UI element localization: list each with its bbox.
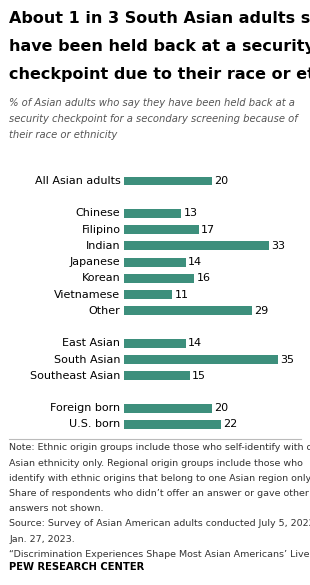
- Bar: [124, 420, 221, 429]
- Text: identify with ethnic origins that belong to one Asian region only.: identify with ethnic origins that belong…: [9, 474, 310, 483]
- Bar: [124, 274, 194, 283]
- Text: checkpoint due to their race or ethnicity: checkpoint due to their race or ethnicit…: [9, 67, 310, 82]
- Text: Chinese: Chinese: [76, 208, 121, 218]
- Text: East Asian: East Asian: [63, 338, 121, 348]
- Bar: [124, 371, 190, 380]
- Text: Other: Other: [89, 306, 121, 316]
- Text: “Discrimination Experiences Shape Most Asian Americans’ Lives”: “Discrimination Experiences Shape Most A…: [9, 550, 310, 559]
- Text: % of Asian adults who say they have been held back at a: % of Asian adults who say they have been…: [9, 98, 295, 108]
- Bar: [124, 209, 181, 218]
- Text: U.S. born: U.S. born: [69, 419, 121, 429]
- Text: 20: 20: [214, 403, 228, 413]
- Text: 11: 11: [175, 290, 189, 300]
- Text: 17: 17: [201, 225, 215, 235]
- Text: PEW RESEARCH CENTER: PEW RESEARCH CENTER: [9, 562, 144, 572]
- Text: Jan. 27, 2023.: Jan. 27, 2023.: [9, 535, 75, 543]
- Text: security checkpoint for a secondary screening because of: security checkpoint for a secondary scre…: [9, 114, 298, 124]
- Text: 33: 33: [272, 241, 286, 251]
- Bar: [124, 339, 186, 347]
- Text: Southeast Asian: Southeast Asian: [30, 371, 121, 381]
- Text: answers not shown.: answers not shown.: [9, 504, 104, 513]
- Text: 14: 14: [188, 338, 202, 348]
- Text: Foreign born: Foreign born: [50, 403, 121, 413]
- Bar: [124, 177, 212, 185]
- Text: Indian: Indian: [86, 241, 121, 251]
- Bar: [124, 307, 252, 315]
- Text: Source: Survey of Asian American adults conducted July 5, 2022-: Source: Survey of Asian American adults …: [9, 519, 310, 528]
- Text: 15: 15: [192, 371, 206, 381]
- Text: 14: 14: [188, 257, 202, 267]
- Text: 35: 35: [280, 355, 294, 364]
- Text: Korean: Korean: [82, 273, 121, 283]
- Text: 13: 13: [184, 208, 197, 218]
- Text: Filipino: Filipino: [82, 225, 121, 235]
- Text: Vietnamese: Vietnamese: [54, 290, 121, 300]
- Text: 29: 29: [254, 306, 268, 316]
- Text: Note: Ethnic origin groups include those who self-identify with one: Note: Ethnic origin groups include those…: [9, 443, 310, 452]
- Text: All Asian adults: All Asian adults: [35, 176, 121, 186]
- Bar: [124, 225, 199, 234]
- Text: 20: 20: [214, 176, 228, 186]
- Text: Asian ethnicity only. Regional origin groups include those who: Asian ethnicity only. Regional origin gr…: [9, 459, 303, 467]
- Bar: [124, 355, 278, 364]
- Bar: [124, 404, 212, 412]
- Text: About 1 in 3 South Asian adults say they: About 1 in 3 South Asian adults say they: [9, 11, 310, 26]
- Text: South Asian: South Asian: [54, 355, 121, 364]
- Text: Share of respondents who didn’t offer an answer or gave other: Share of respondents who didn’t offer an…: [9, 489, 309, 498]
- Bar: [124, 290, 172, 299]
- Bar: [124, 242, 269, 250]
- Text: 22: 22: [223, 419, 237, 429]
- Text: have been held back at a security: have been held back at a security: [9, 39, 310, 54]
- Bar: [124, 258, 186, 267]
- Text: Japanese: Japanese: [70, 257, 121, 267]
- Text: their race or ethnicity: their race or ethnicity: [9, 130, 117, 140]
- Text: 16: 16: [197, 273, 211, 283]
